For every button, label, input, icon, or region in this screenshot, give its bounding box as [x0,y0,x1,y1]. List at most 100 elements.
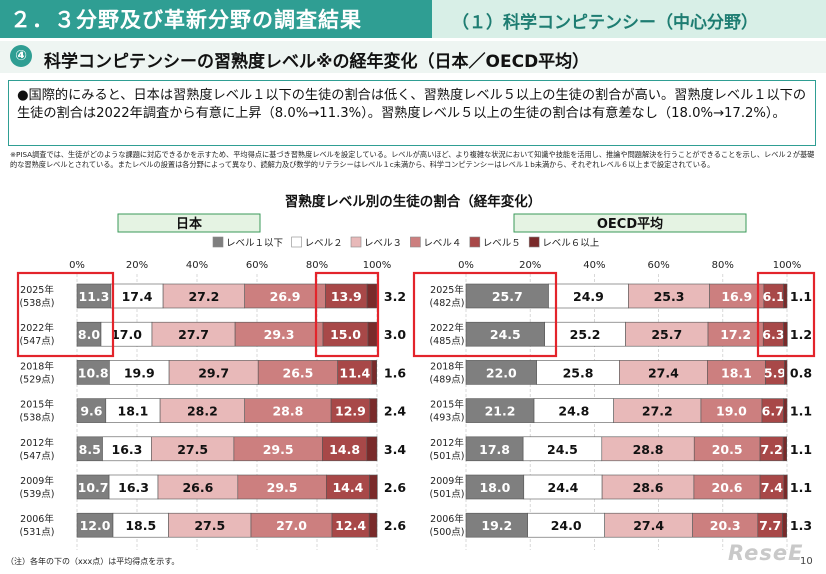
summary-text: ●国際的にみると、日本は習熟度レベル１以下の生徒の割合は低く、習熟度レベル５以上… [17,88,807,121]
bar-segment-2-5-4 [693,436,761,462]
data-label-2-1-3: 25.3 [654,289,685,304]
data-label-2-6-4: 20.6 [712,480,743,495]
bar-segment-2-1-1 [465,283,549,309]
row-year-1-7: 2006年 [20,513,54,525]
data-label-1-4-1: 9.6 [80,404,102,419]
data-label-1-2-6: 3.0 [384,327,406,342]
data-label-2-4-5: 6.7 [762,404,784,419]
row-year-2-3: 2018年 [430,360,464,372]
tick-label-1-3: 40% [186,260,208,271]
data-label-1-7-5: 12.4 [335,518,366,533]
data-label-2-5-2: 24.5 [547,442,578,457]
data-label-1-7-4: 27.0 [276,518,307,533]
tick-label-1-1: 0% [69,260,85,271]
highlight-box-2-2 [756,271,816,358]
row-year-2-5: 2012年 [430,437,464,449]
bar-segment-1-2-5 [322,321,369,347]
bar-segment-1-6-3 [157,474,239,500]
section-number-badge: ④ [10,45,32,67]
data-label-2-6-5: 7.4 [761,480,783,495]
row-score-1-1: (538点) [19,298,54,309]
bar-segment-1-3-6 [371,360,377,385]
data-label-2-6-6: 1.1 [790,480,812,495]
bar-segment-2-3-1 [465,360,537,385]
bar-segment-1-4-5 [330,398,371,423]
data-label-1-5-4: 29.5 [263,442,294,457]
row-score-1-2: (547点) [19,336,54,347]
bar-segment-1-3-4 [257,360,339,385]
bar-segment-2-7-5 [757,512,783,538]
bar-segment-2-2-2 [544,321,626,347]
row-score-2-4: (493点) [429,413,464,424]
data-label-2-2-1: 24.5 [490,327,521,342]
bar-segment-1-2-4 [234,321,324,347]
header-title: ２．３分野及び革新分野の調査結果 [10,8,362,32]
bar-segment-2-3-6 [784,360,788,385]
legend-label-6: レベル６以上 [542,238,600,249]
bar-segment-2-2-1 [465,321,545,347]
bar-segment-2-5-6 [782,436,787,462]
bar-segment-2-2-6 [783,321,788,347]
bar-segment-2-2-3 [625,321,709,347]
data-label-1-3-1: 10.8 [78,365,109,380]
tick-label-2-2: 20% [519,260,541,271]
legend-label-2: レベル２ [305,238,343,249]
data-label-2-4-4: 19.0 [716,404,747,419]
bar-segment-2-7-6 [782,512,787,538]
data-label-1-4-5: 12.9 [335,404,366,419]
data-label-2-1-5: 6.1 [763,289,785,304]
data-label-1-3-2: 19.9 [124,365,155,380]
legend-swatch-2 [291,236,302,248]
tick-label-1-4: 60% [246,260,268,271]
data-label-1-1-4: 26.9 [270,289,301,304]
bar-segment-2-6-1 [465,474,525,500]
data-label-1-2-5: 15.0 [330,327,361,342]
bar-segment-1-5-4 [233,436,323,462]
tick-label-2-5: 80% [712,260,734,271]
bar-segment-1-1-5 [325,283,368,309]
data-label-1-4-6: 2.4 [384,404,406,419]
bar-segment-1-4-3 [159,398,246,423]
row-score-1-4: (538点) [19,413,54,424]
row-score-2-2: (485点) [429,336,464,347]
data-label-1-6-4: 29.5 [267,480,298,495]
highlight-box-1-1 [16,271,115,358]
bar-segment-1-4-6 [369,398,378,423]
data-label-1-6-3: 26.6 [182,480,213,495]
page-number: 10 [800,556,813,567]
method-note: ※PISA調査では、生徒がどのような課題に対応できるかを示すため、平均得点に基づ… [10,150,815,169]
data-label-1-6-6: 2.6 [384,480,406,495]
row-year-2-7: 2006年 [430,513,464,525]
data-label-1-3-3: 29.7 [198,365,229,380]
watermark-logo: ReseE [728,541,804,565]
legend-swatch-6 [528,236,540,248]
bar-segment-1-1-3 [162,283,246,309]
bar-segment-1-4-4 [244,398,332,423]
data-label-2-4-2: 24.8 [558,404,589,419]
data-label-2-3-3: 27.4 [648,365,679,380]
data-label-2-7-5: 7.7 [759,518,781,533]
data-label-1-7-2: 18.5 [125,518,156,533]
data-label-2-3-1: 22.0 [486,365,517,380]
data-label-1-5-2: 16.3 [112,442,143,457]
row-year-1-2: 2022年 [20,322,54,334]
data-label-2-2-4: 17.2 [720,327,751,342]
data-label-1-7-6: 2.6 [384,518,406,533]
row-score-2-1: (482点) [429,298,464,309]
bar-segment-2-4-1 [465,398,535,423]
legend-swatch-4 [410,236,421,248]
data-label-1-3-4: 26.5 [283,365,314,380]
panel-label-2: OECD平均 [597,216,663,232]
bar-segment-2-6-3 [601,474,695,500]
data-label-1-4-3: 28.2 [187,404,218,419]
data-label-2-3-6: 0.8 [790,365,812,380]
row-score-2-7: (500点) [429,527,464,538]
bar-segment-1-6-5 [325,474,370,500]
bar-segment-2-2-4 [707,321,764,347]
bar-segment-1-7-6 [368,512,378,538]
data-label-2-2-5: 6.3 [762,327,784,342]
bar-segment-1-2-6 [367,321,378,347]
summary-box: ●国際的にみると、日本は習熟度レベル１以下の生徒の割合は低く、習熟度レベル５以上… [8,80,816,146]
row-year-2-6: 2009年 [430,475,464,487]
data-label-2-2-3: 25.7 [651,327,682,342]
